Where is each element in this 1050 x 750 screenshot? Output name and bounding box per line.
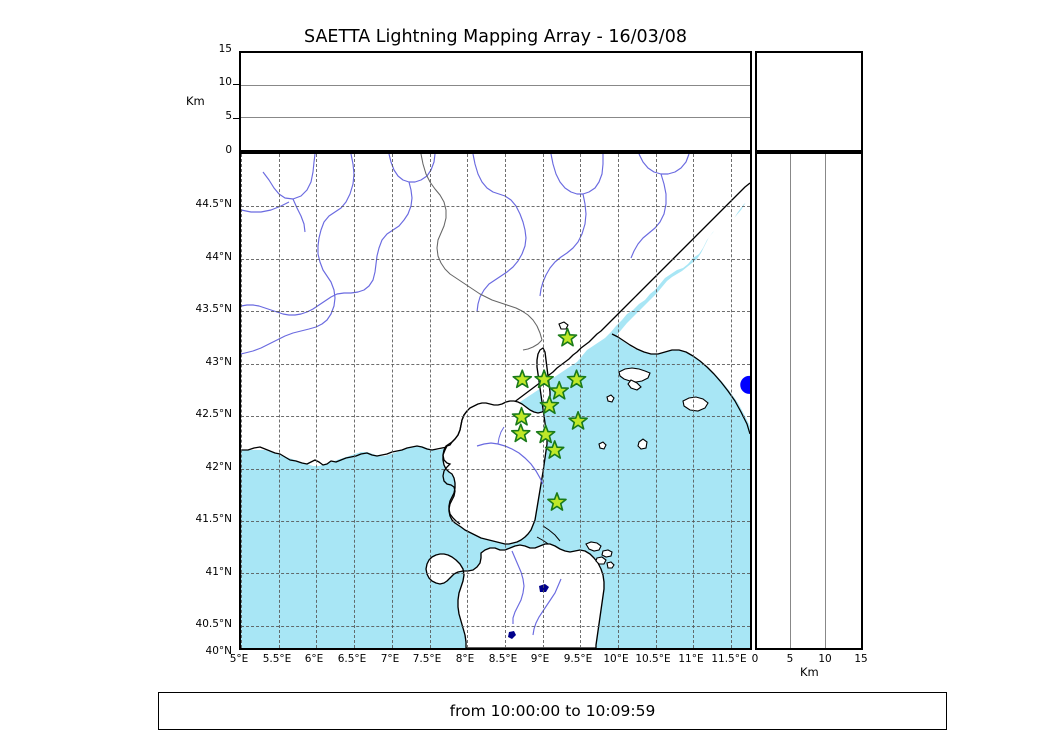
- lon-tick-10.5: 10.5°E: [635, 653, 671, 665]
- station-star-marker: [512, 369, 533, 389]
- map-geography: [241, 154, 750, 648]
- graticule-lon-9.5: [580, 154, 582, 648]
- lat-tick-44: 44°N: [205, 251, 232, 263]
- altitude-vs-latitude-panel: [755, 152, 863, 650]
- station-star-marker: [534, 369, 554, 389]
- graticule-lat-40.5: [241, 625, 750, 627]
- lon-tick-7.5: 7.5°E: [412, 653, 442, 665]
- station-star-marker: [544, 440, 565, 459]
- alt-tick-5: 5: [225, 110, 232, 122]
- lon-tick-9.5: 9.5°E: [563, 653, 593, 665]
- graticule-lat-44: [241, 258, 750, 260]
- gridline-km-10: [825, 154, 826, 648]
- graticule-lat-42.5: [241, 416, 750, 418]
- graticule-lon-6: [316, 154, 318, 648]
- graticule-lon-11.5: [731, 154, 733, 648]
- lat-tick-40: 40°N: [205, 645, 232, 657]
- lon-tick-8: 8°E: [455, 653, 475, 665]
- gridline-alt-10: [241, 85, 750, 86]
- graticule-lon-6.5: [354, 154, 356, 648]
- lat-tick-40.5: 40.5°N: [195, 618, 232, 630]
- graticule-lat-44.5: [241, 206, 750, 208]
- lon-tick-10: 10°E: [603, 653, 629, 665]
- station-star-marker: [511, 406, 532, 426]
- lon-tick-5.5: 5.5°E: [262, 653, 292, 665]
- lightning-source-marker: [740, 375, 750, 394]
- gridline-alt-5: [241, 117, 750, 118]
- altitude-vs-longitude-panel: [239, 51, 752, 152]
- km-tick-15: 15: [854, 653, 868, 665]
- corner-panel: [755, 51, 863, 152]
- graticule-lat-42: [241, 468, 750, 470]
- km-tick-5: 5: [786, 653, 794, 665]
- km-tick-0: 0: [751, 653, 759, 665]
- time-window-bar: from 10:00:00 to 10:09:59: [158, 692, 947, 730]
- graticule-lat-41: [241, 573, 750, 575]
- km-axis-label: Km: [800, 665, 819, 679]
- station-star-marker: [557, 327, 578, 347]
- figure-title: SAETTA Lightning Mapping Array - 16/03/0…: [304, 27, 687, 47]
- lon-tick-7: 7°E: [380, 653, 400, 665]
- time-window-text: from 10:00:00 to 10:09:59: [449, 702, 656, 720]
- graticule-lon-10.5: [655, 154, 657, 648]
- altitude-axis-label: Km: [186, 94, 205, 108]
- lat-tick-43: 43°N: [205, 356, 232, 368]
- station-star-marker: [568, 410, 588, 430]
- station-star-marker: [539, 395, 560, 415]
- graticule-lat-43: [241, 363, 750, 365]
- graticule-lon-9: [542, 154, 544, 648]
- graticule-lon-5: [241, 154, 242, 648]
- km-tick-10: 10: [818, 653, 832, 665]
- lon-tick-5: 5°E: [229, 653, 249, 665]
- lon-tick-11.5: 11.5°E: [711, 653, 747, 665]
- graticule-lon-11: [693, 154, 695, 648]
- station-star-marker: [510, 423, 531, 443]
- station-markers-layer: [510, 327, 750, 511]
- lat-tick-41: 41°N: [205, 566, 232, 578]
- station-star-marker: [547, 492, 567, 511]
- graticule-lon-5.5: [278, 154, 280, 648]
- graticule-lon-7.5: [429, 154, 431, 648]
- station-star-marker: [549, 380, 570, 400]
- lat-tick-42: 42°N: [205, 461, 232, 473]
- gridline-km-5: [790, 154, 791, 648]
- lon-tick-8.5: 8.5°E: [488, 653, 518, 665]
- alt-tick-0: 0: [225, 144, 232, 156]
- lat-tick-42.5: 42.5°N: [195, 408, 232, 420]
- graticule-lat-43.5: [241, 311, 750, 313]
- lat-tick-44.5: 44.5°N: [195, 198, 232, 210]
- station-star-marker: [535, 424, 556, 444]
- lat-tick-41.5: 41.5°N: [195, 513, 232, 525]
- graticule-lon-7: [391, 154, 393, 648]
- graticule-lon-10: [618, 154, 619, 648]
- lon-tick-6: 6°E: [304, 653, 324, 665]
- station-star-marker: [566, 369, 587, 389]
- alt-tick-10: 10: [218, 76, 232, 88]
- tickmark-alt-10: [233, 84, 239, 86]
- map-panel[interactable]: [239, 152, 752, 650]
- tickmark-alt-5: [233, 118, 239, 120]
- lon-tick-9: 9°E: [530, 653, 550, 665]
- lon-tick-6.5: 6.5°E: [337, 653, 367, 665]
- alt-tick-15: 15: [218, 43, 232, 55]
- graticule-lon-8.5: [504, 154, 506, 648]
- graticule-lat-41.5: [241, 520, 750, 522]
- lon-tick-11: 11°E: [678, 653, 704, 665]
- graticule-lon-8: [467, 154, 469, 648]
- lat-tick-43.5: 43.5°N: [195, 303, 232, 315]
